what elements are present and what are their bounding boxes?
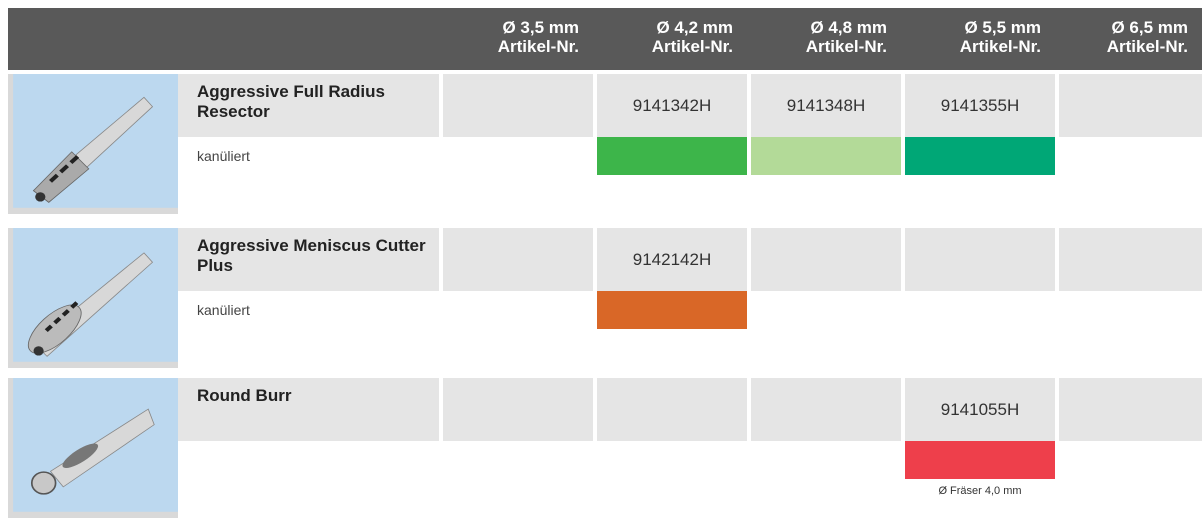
column-header: Ø 5,5 mm Artikel-Nr. (905, 8, 1055, 70)
product-name: Aggressive Meniscus Cutter Plus (178, 228, 439, 291)
empty-cell (905, 228, 1055, 291)
column-header: Ø 4,2 mm Artikel-Nr. (597, 8, 747, 70)
empty-cell (751, 378, 901, 441)
product-name: Round Burr (178, 378, 439, 441)
product-note: kanüliert (197, 148, 250, 164)
product-note: kanüliert (197, 302, 250, 318)
product-name: Aggressive Full Radius Resector (178, 74, 439, 137)
header-label: Artikel-Nr. (1106, 37, 1188, 56)
header-label: Artikel-Nr. (497, 37, 579, 56)
color-code (597, 291, 747, 329)
color-code (597, 137, 747, 175)
header-diameter: Ø 4,2 mm (656, 18, 733, 37)
header-diameter: Ø 3,5 mm (502, 18, 579, 37)
column-header: Ø 4,8 mm Artikel-Nr. (751, 8, 901, 70)
footnote: Ø Fräser 4,0 mm (938, 485, 1022, 497)
color-code (751, 137, 901, 175)
header-label: Artikel-Nr. (959, 37, 1041, 56)
empty-cell (1059, 74, 1202, 137)
empty-cell (443, 378, 593, 441)
header-label: Artikel-Nr. (651, 37, 733, 56)
article-number: 9142142H (597, 228, 747, 291)
empty-cell (443, 74, 593, 137)
empty-cell (443, 228, 593, 291)
column-header: Ø 6,5 mm Artikel-Nr. (1059, 8, 1202, 70)
article-number: 9141348H (751, 74, 901, 137)
product-image (8, 228, 178, 368)
header-label: Artikel-Nr. (805, 37, 887, 56)
product-image (8, 378, 178, 518)
column-header: Ø 3,5 mm Artikel-Nr. (443, 8, 593, 70)
instrument (8, 378, 178, 518)
empty-cell (1059, 378, 1202, 441)
article-number: 9141342H (597, 74, 747, 137)
instrument (8, 74, 178, 214)
header-diameter: Ø 6,5 mm (1111, 18, 1188, 37)
color-code (905, 441, 1055, 479)
color-code (905, 137, 1055, 175)
article-number: 9141355H (905, 74, 1055, 137)
article-number: 9141055H (905, 378, 1055, 441)
instrument (8, 228, 178, 368)
product-image (8, 74, 178, 214)
header-diameter: Ø 4,8 mm (810, 18, 887, 37)
empty-cell (751, 228, 901, 291)
empty-cell (597, 378, 747, 441)
empty-cell (1059, 228, 1202, 291)
header-bar (8, 8, 1202, 70)
header-diameter: Ø 5,5 mm (964, 18, 1041, 37)
